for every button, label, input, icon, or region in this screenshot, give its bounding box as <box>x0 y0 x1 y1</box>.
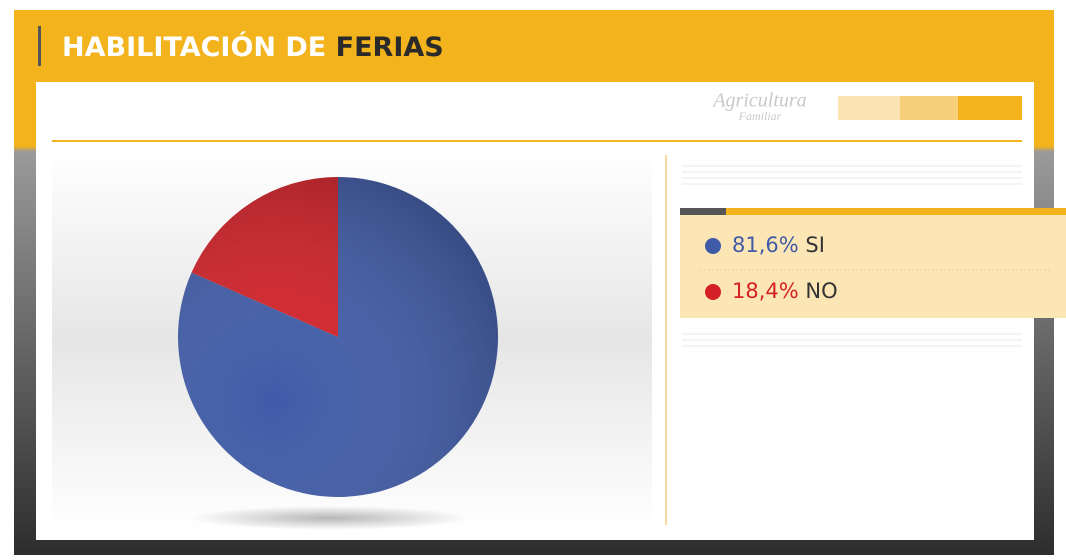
title-part: FERIAS <box>336 32 444 63</box>
title-part: HABILITACIÓN DE <box>62 31 326 63</box>
logo-bar <box>838 96 900 120</box>
legend-value: 18,4% <box>732 279 799 303</box>
chart-title: HABILITACIÓN DE FERIAS <box>62 31 444 63</box>
legend-entry: 18,4% NO <box>732 279 838 303</box>
logo-bar <box>958 96 1022 120</box>
pie-shadow <box>190 506 470 530</box>
pie-shade <box>178 177 498 497</box>
logo-text: Familiar <box>738 109 782 123</box>
pie <box>177 177 499 498</box>
legend-swatch <box>705 238 721 254</box>
logo-bar <box>900 96 958 120</box>
legend-swatch <box>705 284 721 300</box>
decor-lines <box>682 165 1022 347</box>
legend-value: 81,6% <box>732 233 799 257</box>
legend-label: NO <box>805 279 837 303</box>
legend-label: SI <box>805 233 825 257</box>
logo-text: Agricultura <box>711 90 806 112</box>
legend-box <box>680 208 1066 318</box>
title-accent <box>38 26 41 66</box>
legend-stripe <box>680 208 726 215</box>
legend-entry: 81,6% SI <box>732 233 825 257</box>
legend-stripe <box>726 208 1066 215</box>
